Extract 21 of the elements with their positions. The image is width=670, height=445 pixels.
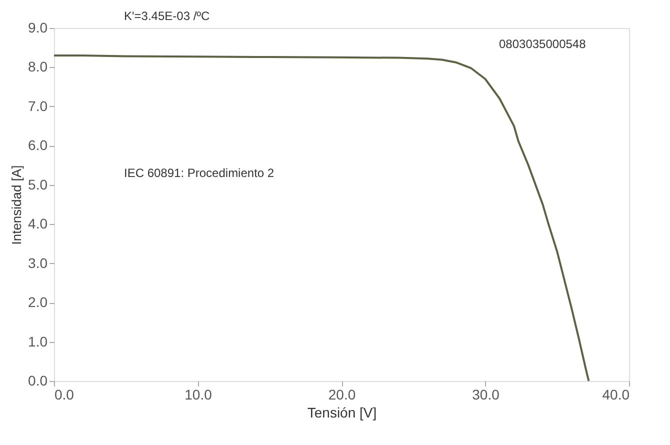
y-tick-label: 0.0	[28, 372, 48, 388]
y-tick-label: 7.0	[28, 98, 48, 114]
x-tick-label: 40.0	[602, 386, 630, 402]
y-tick-label: 4.0	[28, 216, 48, 232]
x-axis-title: Tensión [V]	[307, 404, 377, 420]
annotation: IEC 60891: Procedimiento 2	[124, 166, 274, 180]
y-tick-label: 1.0	[28, 333, 48, 350]
y-tick-label: 9.0	[28, 20, 48, 36]
x-tick-label: 20.0	[328, 386, 356, 402]
x-tick-label: 0.0	[54, 386, 74, 402]
x-tick-label: 10.0	[184, 386, 212, 402]
y-tick-label: 6.0	[28, 137, 48, 154]
line-series	[53, 54, 590, 382]
x-tick-label: 30.0	[472, 386, 500, 402]
y-tick-label: 5.0	[28, 176, 48, 192]
y-tick-label: 8.0	[28, 58, 48, 75]
y-tick-label: 3.0	[28, 254, 48, 271]
y-tick-label: 2.0	[28, 294, 48, 310]
y-axis-title: Intensidad [A]	[9, 165, 24, 245]
text: K'=3.45E-03 /ºC	[124, 9, 210, 23]
annotation: 0803035000548	[499, 37, 586, 51]
